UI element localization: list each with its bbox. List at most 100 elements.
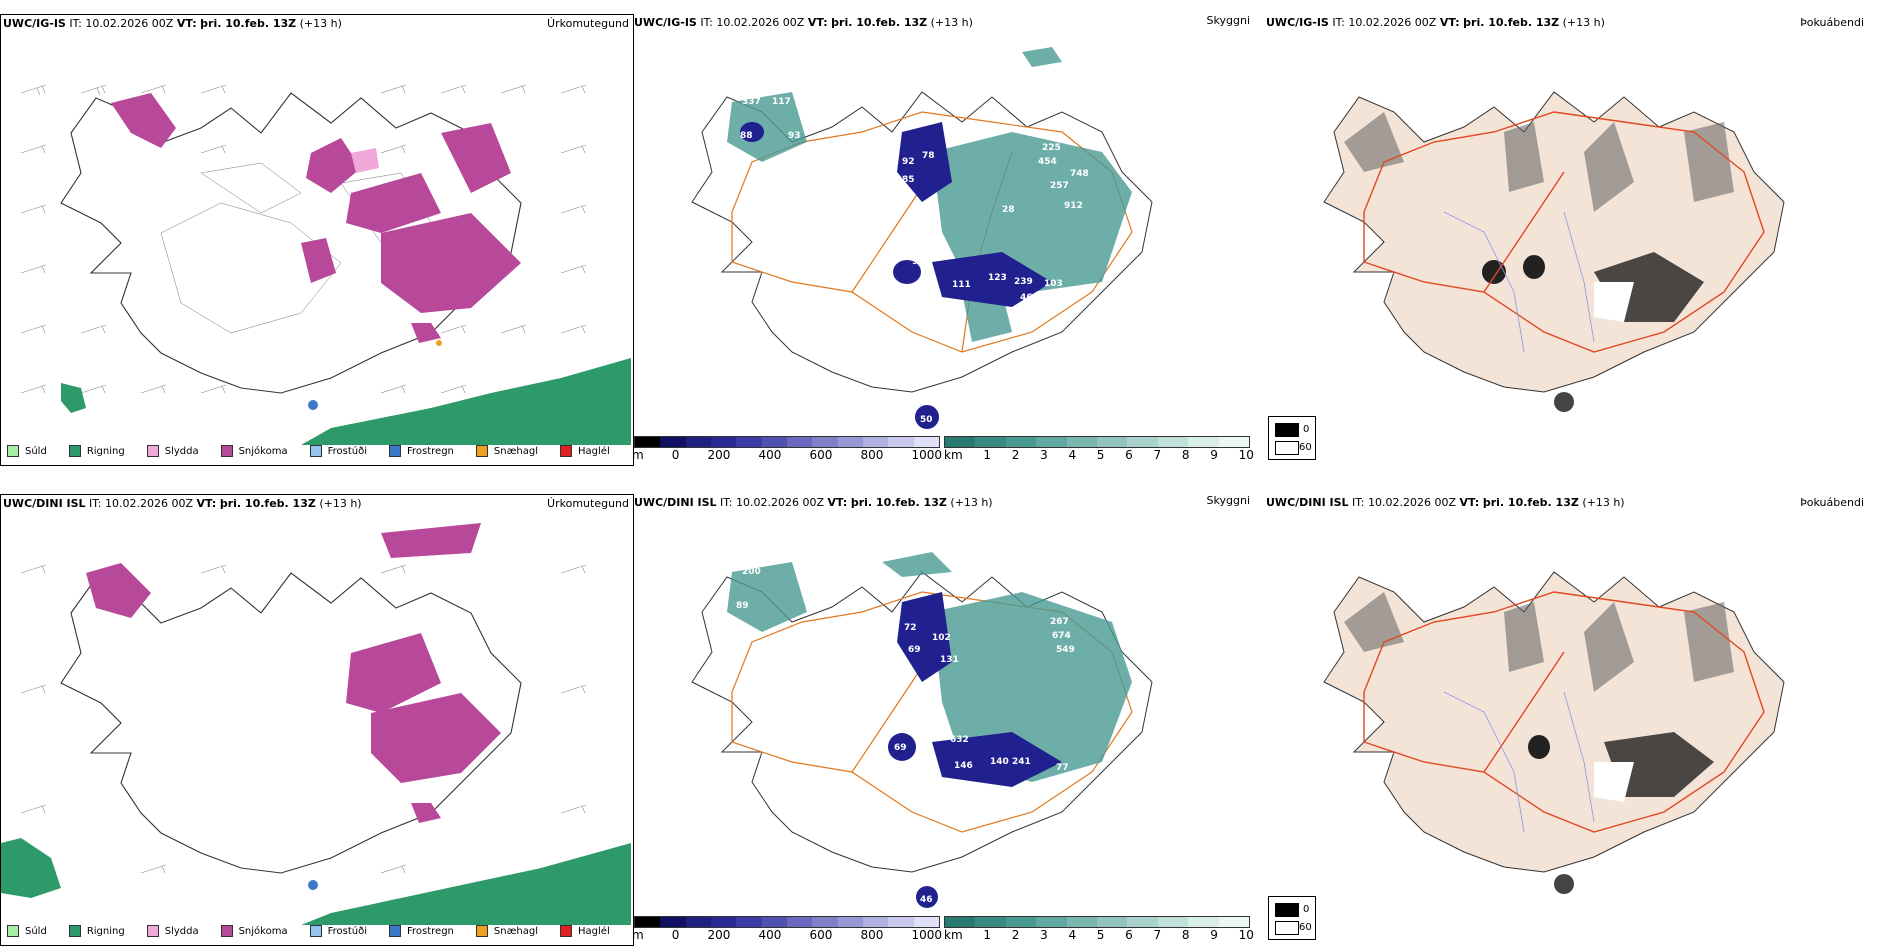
legend-item: Rigning bbox=[68, 925, 125, 937]
cbar-cell bbox=[1066, 917, 1098, 927]
vis-label: 90 bbox=[912, 257, 925, 267]
freezing-rain-spot bbox=[308, 880, 318, 890]
dense-fog-spot bbox=[1554, 874, 1574, 894]
vis-label: 257 bbox=[1050, 181, 1069, 191]
legend-label: Súld bbox=[25, 925, 47, 937]
cbar-cell bbox=[1218, 437, 1250, 447]
legend-label: Rigning bbox=[86, 445, 125, 457]
legend-swatch bbox=[309, 925, 322, 937]
valid-label: VT: bbox=[176, 17, 197, 30]
cbar-tick: 6 bbox=[1125, 448, 1133, 462]
cbar-tick: 3 bbox=[1040, 928, 1048, 942]
legend-swatch bbox=[389, 925, 401, 937]
fog-legend-label: 60 bbox=[1299, 442, 1312, 453]
valid-time: þri. 10.feb. 13Z bbox=[831, 16, 928, 29]
cbar-tick: 600 bbox=[809, 448, 833, 462]
cbar-cell bbox=[913, 917, 939, 927]
legend-label: Snæhagl bbox=[493, 925, 539, 937]
vis-label: 239 bbox=[1014, 277, 1033, 287]
model-name: UWC/IG-IS bbox=[1266, 16, 1329, 29]
glacier-white bbox=[1594, 762, 1634, 802]
valid-time: þri. 10.feb. 13Z bbox=[1482, 496, 1579, 509]
visibility-panel-bottom: UWC/DINI ISL IT: 10.02.2026 00Z VT: þri.… bbox=[632, 494, 1264, 944]
legend-label: Rigning bbox=[86, 925, 125, 937]
fog-legend: 0 60 bbox=[1268, 416, 1316, 460]
cbar-cell bbox=[685, 437, 711, 447]
fog-legend-label: 60 bbox=[1299, 922, 1312, 933]
cbar-cell bbox=[786, 917, 813, 927]
cbar-cell bbox=[710, 917, 737, 927]
cbar-tick: 6 bbox=[1125, 928, 1133, 942]
cbar-cell bbox=[1036, 437, 1067, 447]
visibility-value-labels: 337 117 88 93 92 78 85 225 454 748 257 9… bbox=[740, 97, 1089, 425]
legend-item: Frostúði bbox=[309, 925, 367, 937]
legend-swatch bbox=[220, 445, 233, 457]
dense-fog-spot bbox=[1554, 392, 1574, 412]
legend-label: Slydda bbox=[164, 445, 199, 457]
vis-label: 140 bbox=[990, 757, 1009, 767]
fog-rivers bbox=[1443, 691, 1595, 833]
fog-legend: 0 60 bbox=[1268, 896, 1316, 940]
wind-barbs bbox=[20, 564, 587, 874]
teal-visibility bbox=[727, 552, 1132, 782]
model-name: UWC/IG-IS bbox=[634, 16, 697, 29]
vis-label: 117 bbox=[772, 97, 791, 107]
model-name: UWC/DINI ISL bbox=[1266, 496, 1349, 509]
cbar-tick: 9 bbox=[1210, 448, 1218, 462]
valid-label: VT: bbox=[1439, 16, 1460, 29]
lead-time: (+13 h) bbox=[950, 496, 993, 509]
legend-swatch bbox=[475, 445, 488, 457]
legend-swatch bbox=[560, 925, 573, 937]
vis-label: 241 bbox=[1012, 757, 1031, 767]
fog-legend-label: 0 bbox=[1303, 904, 1310, 915]
fog-map bbox=[1323, 91, 1785, 412]
cbar-cell bbox=[1157, 437, 1189, 447]
panel-type-label: Þokuábendi bbox=[1800, 16, 1864, 29]
fog-roads bbox=[1363, 111, 1765, 353]
legend-item: Súld bbox=[7, 925, 47, 937]
precip-legend: Súld Rigning Slydda Snjókoma Frostúði Fr… bbox=[7, 925, 628, 937]
lead-time: (+13 h) bbox=[1582, 496, 1625, 509]
dense-fog-spot bbox=[1482, 260, 1506, 284]
colorbar-km-ticks: km 1 2 3 4 5 6 7 8 9 10 bbox=[944, 928, 1254, 942]
fog-rivers bbox=[1443, 211, 1595, 353]
valid-label: VT: bbox=[807, 16, 828, 29]
cbar-cell bbox=[1127, 437, 1158, 447]
legend-item: Haglél bbox=[560, 925, 610, 937]
dense-fog bbox=[1604, 732, 1714, 797]
vis-label: 131 bbox=[940, 655, 959, 665]
vis-label: 632 bbox=[950, 735, 969, 745]
fog-panel-bottom: UWC/DINI ISL IT: 10.02.2026 00Z VT: þri.… bbox=[1264, 494, 1900, 944]
vis-label: 200 bbox=[742, 567, 761, 577]
cbar-tick: 2 bbox=[1011, 448, 1020, 462]
panel-title: UWC/DINI ISL IT: 10.02.2026 00Z VT: þri.… bbox=[3, 497, 362, 510]
valid-label: VT: bbox=[196, 497, 217, 510]
cbar-tick: 2 bbox=[1011, 928, 1020, 942]
rain-area bbox=[301, 358, 631, 445]
vis-label: 85 bbox=[902, 175, 915, 185]
cbar-tick: 1 bbox=[983, 928, 991, 942]
cbar-tick: 800 bbox=[860, 928, 884, 942]
vis-label: 93 bbox=[788, 131, 801, 141]
cbar-tick: 7 bbox=[1153, 928, 1162, 942]
cbar-cell bbox=[913, 437, 939, 447]
glacier-white bbox=[1594, 282, 1634, 322]
vis-label: 102 bbox=[932, 633, 951, 643]
cbar-cell bbox=[945, 917, 976, 927]
precip-type-panel-bottom: UWC/DINI ISL IT: 10.02.2026 00Z VT: þri.… bbox=[0, 494, 634, 946]
valid-label: VT: bbox=[827, 496, 848, 509]
valid-time: þri. 10.feb. 13Z bbox=[1463, 16, 1560, 29]
cbar-tick: 1000 bbox=[911, 448, 942, 462]
legend-swatch bbox=[68, 445, 81, 457]
colorbar-km-ticks: km 1 2 3 4 5 6 7 8 9 10 bbox=[944, 448, 1254, 462]
legend-label: Frostregn bbox=[407, 925, 454, 937]
panel-type-label: Úrkomutegund bbox=[547, 497, 629, 510]
cbar-tick: 8 bbox=[1181, 928, 1190, 942]
cbar-cell bbox=[736, 917, 762, 927]
cbar-tick: 9 bbox=[1210, 928, 1218, 942]
fog-map bbox=[1323, 571, 1785, 894]
cbar-tick: 7 bbox=[1153, 448, 1162, 462]
init-time: IT: 10.02.2026 00Z bbox=[69, 17, 174, 30]
fog-shading bbox=[1344, 592, 1734, 692]
panel-title: UWC/DINI ISL IT: 10.02.2026 00Z VT: þri.… bbox=[1266, 496, 1625, 509]
